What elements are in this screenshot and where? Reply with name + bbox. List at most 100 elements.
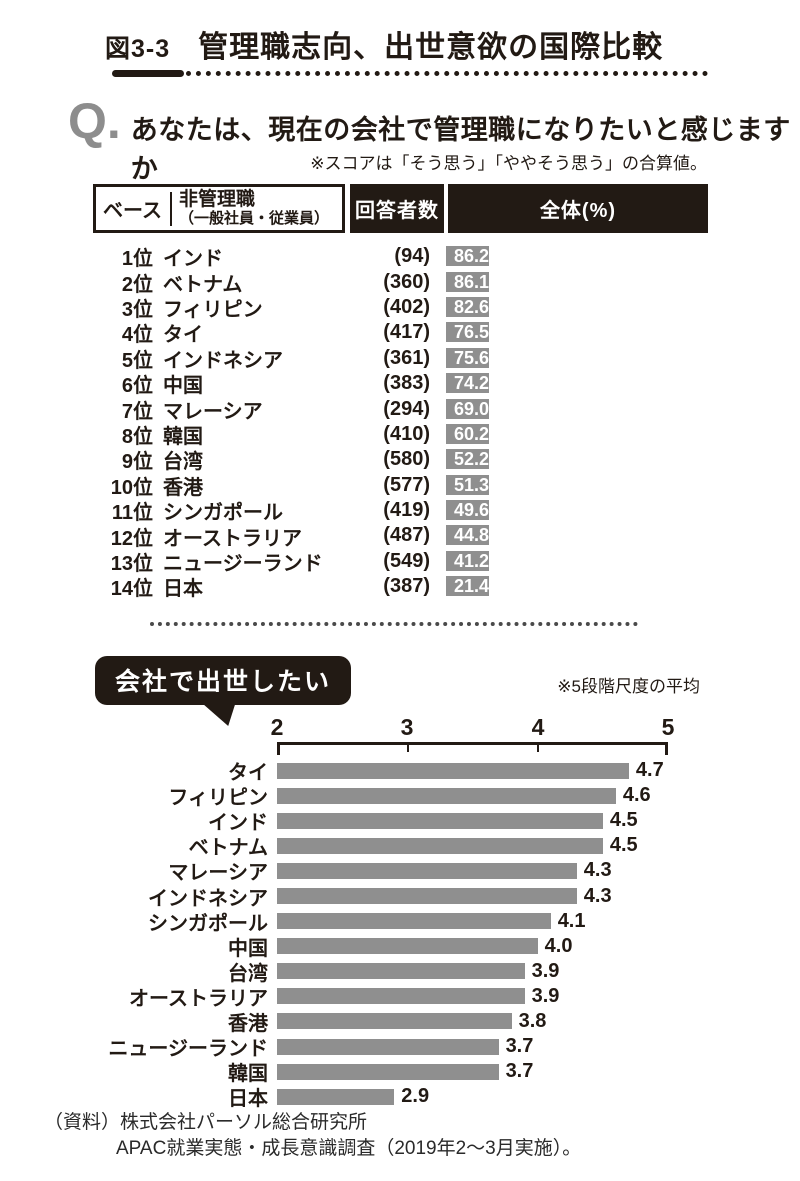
score-value: 3.7	[505, 1060, 534, 1083]
bar-track: 4.0	[277, 935, 777, 958]
bar-track: 52.2	[446, 449, 722, 470]
score-bar	[277, 862, 577, 879]
bar-track: 51.3	[446, 474, 722, 496]
title-divider-dotted-line	[186, 71, 708, 76]
score-bar	[277, 1013, 512, 1030]
bar-track: 49.6	[446, 500, 722, 521]
country-cell: インド	[163, 248, 223, 271]
figure-number: 図3-3	[105, 35, 171, 63]
bar-track: 4.6	[277, 784, 777, 807]
value-bar: 52.2	[446, 449, 490, 470]
table-row: 5位 インドネシア (361) 75.6	[93, 346, 708, 372]
bar-track: 69.0	[446, 398, 722, 420]
score-bar	[277, 1088, 395, 1105]
bar-track: 4.5	[277, 809, 777, 832]
score-bar	[277, 888, 577, 905]
question-mark: Q.	[68, 93, 121, 149]
score-bar	[277, 1063, 499, 1080]
promotion-chart-rows: タイ 4.7 フィリピン 4.6 インド 4.5 ベトナム 4.5 マレーシア …	[0, 758, 800, 1110]
bar-track: 75.6	[446, 347, 722, 369]
country-cell: 日本	[163, 578, 203, 601]
respondents-cell: (410)	[383, 422, 430, 445]
value-bar: 49.6	[446, 500, 490, 521]
value-bar: 69.0	[446, 398, 490, 419]
chart-row: タイ 4.7	[0, 758, 800, 785]
table-row: 11位 シンガポール (419) 49.6	[93, 498, 708, 525]
section-dotted-divider	[150, 622, 638, 626]
score-value: 3.7	[505, 1035, 534, 1058]
respondents-cell: (487)	[383, 524, 430, 547]
x-axis-tick-label: 4	[531, 714, 545, 740]
score-value: 4.1	[557, 909, 586, 932]
rank-cell: 13位	[110, 552, 153, 575]
respondents-cell: (360)	[383, 270, 430, 293]
rank-cell: 1位	[121, 248, 153, 271]
axis-tick	[665, 745, 668, 755]
overall-header-cell: 全体(%)	[448, 184, 708, 233]
country-label: オーストラリア	[129, 987, 268, 1010]
rank-cell: 10位	[110, 476, 153, 499]
score-value: 3.8	[518, 1009, 547, 1032]
score-bar	[277, 837, 603, 854]
chart-row: マレーシア 4.3	[0, 858, 800, 884]
score-bar	[277, 938, 538, 955]
chart-row: 香港 3.8	[0, 1009, 800, 1035]
rank-cell: 4位	[121, 324, 153, 347]
chart-row: ニュージーランド 3.7	[0, 1034, 800, 1061]
speech-bubble-tail	[189, 692, 239, 726]
country-cell: ニュージーランド	[163, 552, 323, 575]
score-value: 4.3	[583, 859, 612, 882]
score-note: ※スコアは「そう思う」「ややそう思う」の合算値。	[310, 154, 707, 173]
respondents-cell: (402)	[383, 295, 430, 318]
respondents-cell: (419)	[383, 499, 430, 522]
x-axis-tick-label: 5	[661, 714, 675, 740]
bar-track: 82.6	[446, 296, 722, 318]
base-group: 非管理職 （一般社員・従業員）	[172, 190, 329, 227]
base-group-line1: 非管理職	[179, 189, 256, 211]
bar-track: 3.8	[277, 1010, 777, 1033]
axis-tick	[407, 745, 409, 752]
base-label: ベース	[103, 200, 162, 222]
country-cell: フィリピン	[163, 298, 263, 321]
ranking-table-rows: 1位 インド (94) 86.2 2位 ベトナム (360) 86.1 3位 フ…	[93, 244, 708, 601]
bar-track: 21.4	[446, 576, 722, 597]
bar-track: 4.5	[277, 834, 777, 857]
rank-cell: 11位	[111, 502, 153, 525]
score-bar	[277, 812, 603, 829]
score-bar	[277, 913, 551, 930]
score-value: 4.5	[609, 809, 638, 832]
score-value: 4.3	[583, 884, 612, 907]
bar-track: 3.9	[277, 985, 777, 1008]
score-value: 4.7	[635, 759, 664, 782]
chart-row: フィリピン 4.6	[0, 783, 800, 809]
country-cell: タイ	[163, 324, 203, 347]
country-cell: 韓国	[163, 425, 203, 448]
base-header-divider	[170, 191, 172, 226]
rank-cell: 9位	[121, 451, 153, 474]
figure-header: 図3-3 管理職志向、出世意欲の国際比較	[105, 22, 663, 66]
table-row: 14位 日本 (387) 21.4	[93, 574, 708, 601]
chart-row: シンガポール 4.1	[0, 909, 800, 935]
bar-track: 4.3	[277, 859, 777, 882]
country-label: ニュージーランド	[108, 1038, 268, 1061]
country-label: ベトナム	[188, 837, 268, 860]
value-bar: 21.4	[446, 576, 490, 597]
rank-cell: 6位	[121, 375, 153, 398]
rank-cell: 5位	[121, 349, 153, 372]
x-axis-line	[277, 742, 668, 755]
bar-track: 3.9	[277, 960, 777, 983]
bar-track: 41.2	[446, 550, 722, 572]
country-cell: マレーシア	[163, 400, 263, 423]
source-credit: （資料）株式会社パーソル総合研究所 APAC就業実態・成長意識調査（2019年2…	[44, 1110, 581, 1161]
bar-track: 4.1	[277, 910, 777, 933]
country-label: タイ	[228, 762, 268, 785]
x-axis-tick-label: 2	[270, 714, 284, 740]
rank-cell: 7位	[121, 400, 153, 423]
source-line-1: （資料）株式会社パーソル総合研究所	[44, 1112, 368, 1133]
bar-track: 86.1	[446, 271, 722, 293]
rank-cell: 12位	[110, 527, 153, 550]
table-row: 6位 中国 (383) 74.2	[93, 371, 708, 398]
rank-cell: 2位	[121, 273, 153, 296]
speech-bubble-label: 会社で出世したい	[115, 668, 332, 696]
rank-cell: 14位	[110, 578, 153, 601]
